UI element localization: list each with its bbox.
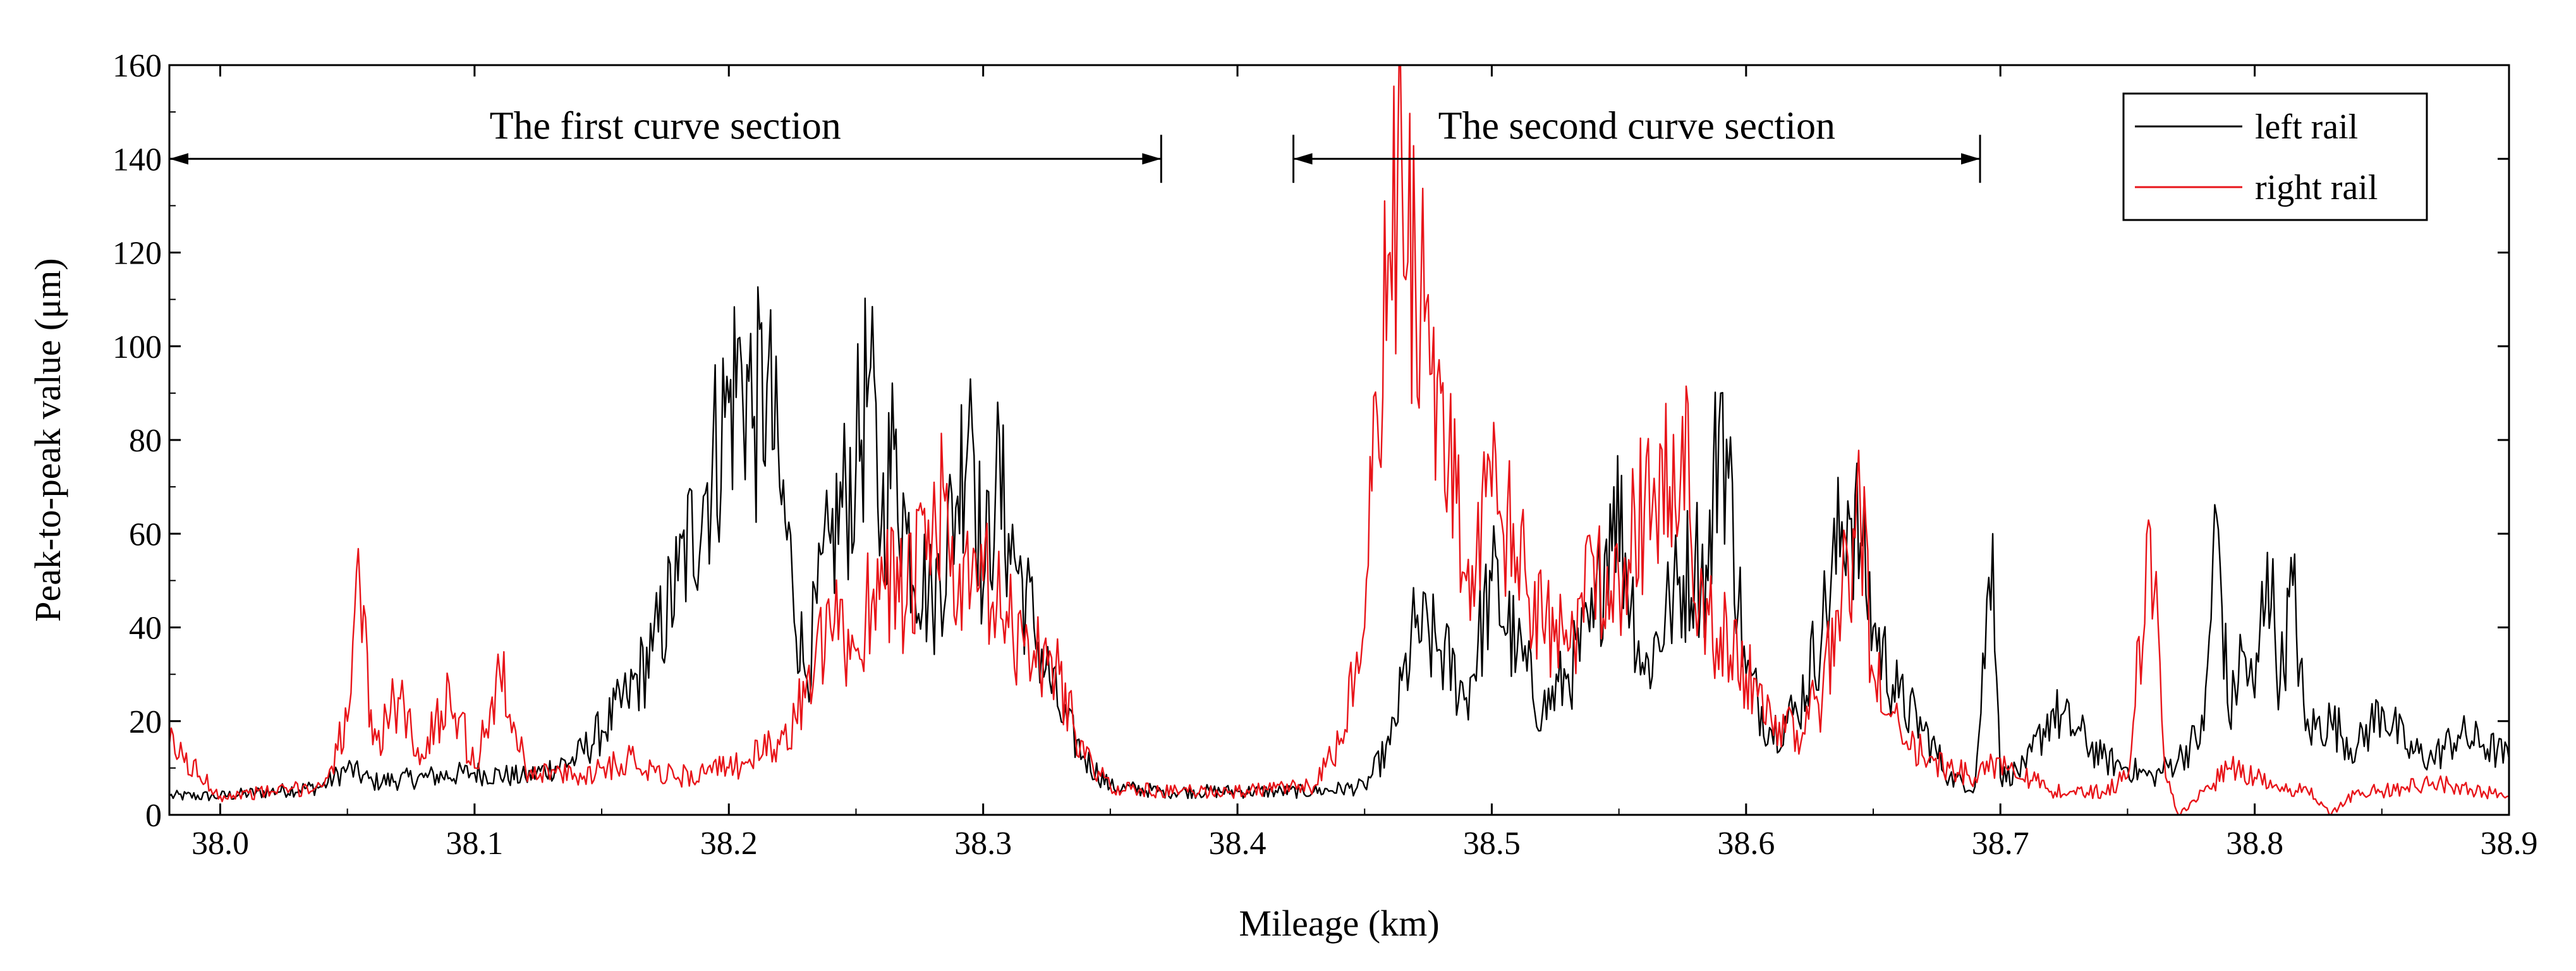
y-tick-label: 120	[112, 236, 162, 272]
annotation-arrowhead-right	[1142, 153, 1162, 165]
x-tick-label: 38.9	[2481, 826, 2538, 862]
x-tick-label: 38.6	[1717, 826, 1775, 862]
annotation-1: The first curve section	[169, 104, 1162, 183]
y-tick-label: 40	[129, 611, 162, 647]
series-line-left-rail	[169, 286, 2509, 802]
y-tick-label: 80	[129, 423, 162, 459]
x-tick-label: 38.3	[954, 826, 1012, 862]
y-tick-label: 0	[145, 798, 162, 834]
y-axis-title: Peak-to-peak value (μm)	[27, 258, 68, 621]
y-axis: 0 20 40 60 80 100 120 140 160	[112, 48, 2509, 834]
annotations: The first curve section The second curve …	[169, 104, 1981, 183]
annotation-arrowhead-right	[1961, 153, 1981, 165]
legend-label-left-rail: left rail	[2255, 107, 2358, 147]
annotation-arrowhead-left	[1293, 153, 1313, 165]
x-axis: 38.0 38.1 38.2 38.3 38.4 38.5 38.6 38.7 38.8 38.9	[191, 65, 2538, 862]
annotation-arrowhead-left	[169, 153, 188, 165]
x-tick-label: 38.1	[446, 826, 503, 862]
legend-box	[2122, 92, 2428, 221]
series-layer	[169, 65, 2509, 815]
x-tick-label: 38.4	[1209, 826, 1267, 862]
y-tick-label: 20	[129, 704, 162, 740]
x-tick-label: 38.5	[1463, 826, 1521, 862]
y-tick-label: 100	[112, 329, 162, 365]
y-tick-label: 160	[112, 48, 162, 84]
annotation-2: The second curve section	[1292, 104, 1981, 183]
y-tick-label: 60	[129, 516, 162, 553]
x-tick-label: 38.7	[1972, 826, 2029, 862]
x-tick-label: 38.8	[2226, 826, 2283, 862]
x-tick-label: 38.2	[700, 826, 758, 862]
x-axis-title: Mileage (km)	[1239, 903, 1439, 944]
legend: left rail right rail	[2122, 92, 2428, 221]
annotation-label: The second curve section	[1438, 104, 1835, 147]
series-line-right-rail	[169, 65, 2509, 815]
y-tick-label: 140	[112, 142, 162, 178]
legend-label-right-rail: right rail	[2255, 168, 2378, 207]
x-tick-label: 38.0	[191, 826, 249, 862]
annotation-label: The first curve section	[490, 104, 841, 147]
